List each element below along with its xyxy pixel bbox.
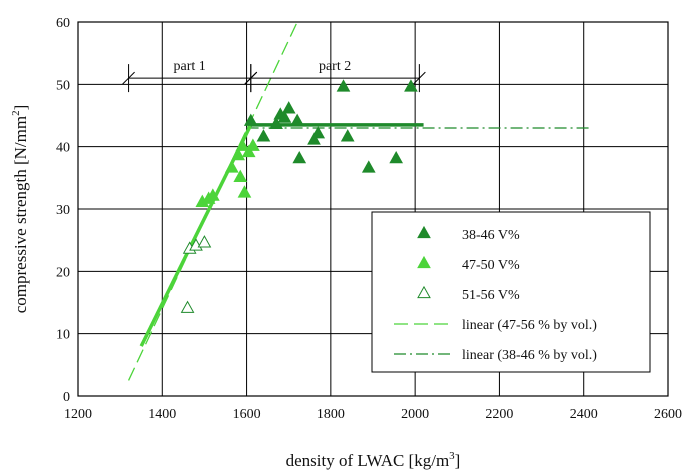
- data-point: [235, 138, 250, 151]
- data-point: [336, 79, 351, 92]
- part-label: part 2: [319, 59, 351, 74]
- data-point: [277, 110, 292, 123]
- legend-marker: [417, 225, 431, 239]
- x-tick-label: 2600: [654, 407, 682, 422]
- data-point: [243, 113, 258, 126]
- data-point: [281, 101, 296, 114]
- legend-box: [371, 211, 651, 373]
- data-point: [256, 129, 271, 142]
- x-tick-label: 1800: [317, 407, 345, 422]
- part-boundary-slash: [413, 71, 426, 85]
- part-annotations: part 1 part 2: [122, 59, 426, 93]
- data-point: [404, 79, 418, 92]
- x-tick-label: 1600: [233, 407, 261, 422]
- data-point: [307, 132, 321, 145]
- x-tick-label: 2000: [401, 407, 429, 422]
- data-point: [233, 169, 248, 183]
- data-point: [206, 188, 220, 201]
- legend-label: linear (47-56 % by vol.): [462, 318, 597, 333]
- data-point: [290, 113, 304, 126]
- y-tick-label: 30: [56, 203, 70, 218]
- legend-marker: [417, 285, 431, 299]
- data-point: [389, 150, 404, 164]
- x-axis-label: density of LWAC [kg/m3]: [286, 450, 461, 470]
- legend: 38-46 V% 47-50 V% 51-56 V% linear (47-56 % …: [371, 211, 651, 373]
- data-point: [237, 185, 252, 198]
- data-point: [311, 126, 326, 139]
- y-tick-label: 40: [56, 141, 70, 156]
- data-point: [231, 147, 245, 161]
- data-point: [340, 129, 355, 142]
- legend-label: linear (38-46 % by vol.): [462, 348, 597, 363]
- y-tick-label: 60: [56, 16, 70, 31]
- y-tick-label: 20: [56, 265, 70, 280]
- data-point: [197, 235, 212, 248]
- x-tick-label: 1400: [148, 407, 176, 422]
- y-axis-label: compressive strength [N/mm2]: [10, 105, 30, 314]
- data-point: [292, 150, 307, 164]
- data-point: [224, 160, 239, 173]
- trend-line: [127, 21, 298, 381]
- data-point: [269, 116, 283, 130]
- data-point: [361, 160, 376, 173]
- axis-labels: density of LWAC [kg/m3] compressive stren…: [10, 105, 460, 470]
- part-boundary-slash: [244, 71, 258, 85]
- legend-label: 51-56 V%: [462, 288, 520, 303]
- plot-frame: [77, 21, 669, 397]
- data-point: [241, 144, 256, 158]
- y-tick-label: 0: [63, 390, 70, 405]
- legend-marker: [417, 255, 431, 269]
- part-label: part 1: [174, 59, 206, 74]
- data-point: [246, 138, 260, 151]
- legend-label: 47-50 V%: [462, 258, 520, 273]
- tick-labels: 1200 1400 1600 1800 2000 2200 2400 2600 0 10 20 30 4…: [56, 16, 682, 422]
- y-tick-label: 10: [56, 328, 70, 343]
- part-boundary-slash: [122, 71, 135, 85]
- x-tick-label: 1200: [64, 407, 92, 422]
- data-points: [180, 79, 418, 313]
- y-tick-label: 50: [56, 78, 70, 93]
- legend-label: 38-46 V%: [462, 228, 520, 243]
- data-point: [180, 300, 195, 313]
- x-tick-label: 2400: [570, 407, 598, 422]
- x-tick-label: 2200: [485, 407, 513, 422]
